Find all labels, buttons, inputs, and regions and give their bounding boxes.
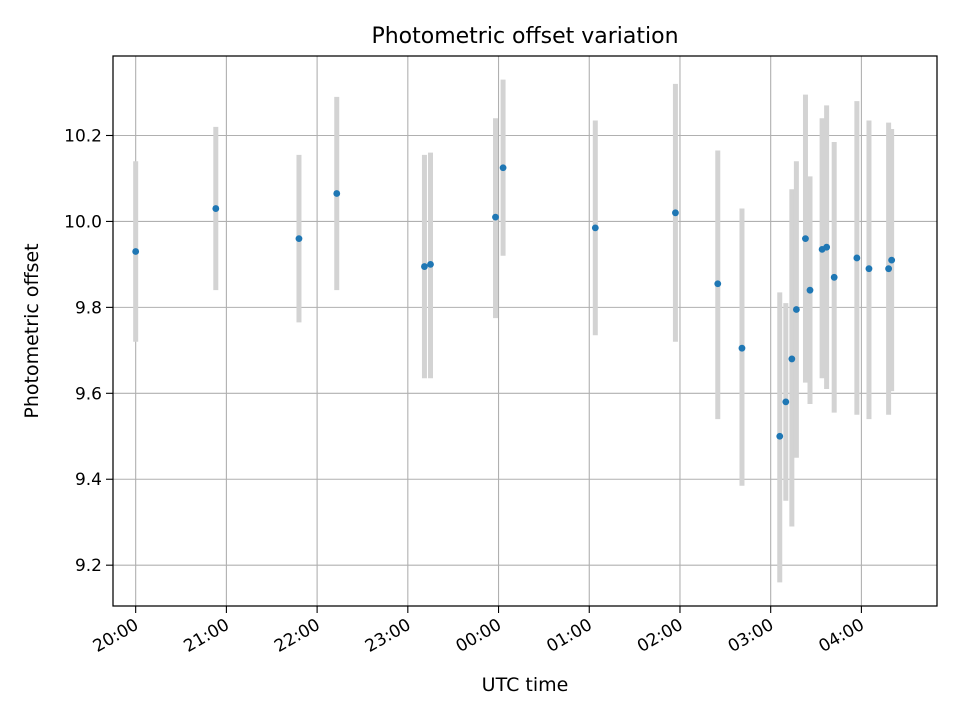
y-tick-label: 9.4: [75, 470, 102, 490]
data-point: [788, 355, 796, 363]
y-tick-label: 9.6: [75, 384, 102, 404]
data-point: [714, 280, 722, 288]
data-point: [738, 344, 746, 352]
data-point: [295, 235, 303, 243]
y-tick-label: 9.2: [75, 556, 102, 576]
data-point: [427, 260, 434, 268]
data-point: [830, 273, 838, 281]
y-tick-label: 10.2: [64, 126, 102, 146]
y-axis-label: Photometric offset: [21, 243, 43, 418]
data-point: [888, 256, 896, 264]
data-point: [802, 235, 809, 243]
data-point: [885, 265, 893, 273]
grid-lines: [113, 56, 937, 606]
plot-area-frame: [112, 55, 938, 607]
chart-title: Photometric offset variation: [371, 24, 678, 49]
data-point: [865, 265, 873, 273]
data-point: [672, 209, 679, 217]
data-point: [853, 254, 861, 262]
data-point: [823, 243, 831, 251]
x-axis-label: UTC time: [482, 674, 569, 696]
data-point: [333, 190, 341, 197]
data-point: [132, 248, 140, 255]
data-point: [591, 224, 599, 232]
y-tick-label: 9.8: [75, 298, 102, 318]
data-point: [212, 205, 220, 212]
y-axis-ticks: 9.2 9.4 9.6 9.8 10.0 10.2: [64, 126, 113, 576]
y-tick-label: 10.0: [64, 212, 102, 232]
data-points: [132, 164, 896, 440]
data-point: [492, 213, 499, 221]
data-point: [499, 164, 507, 172]
data-point: [776, 432, 784, 440]
data-point: [421, 263, 428, 270]
data-point: [782, 398, 790, 406]
data-point: [792, 306, 800, 313]
data-point: [806, 286, 814, 294]
